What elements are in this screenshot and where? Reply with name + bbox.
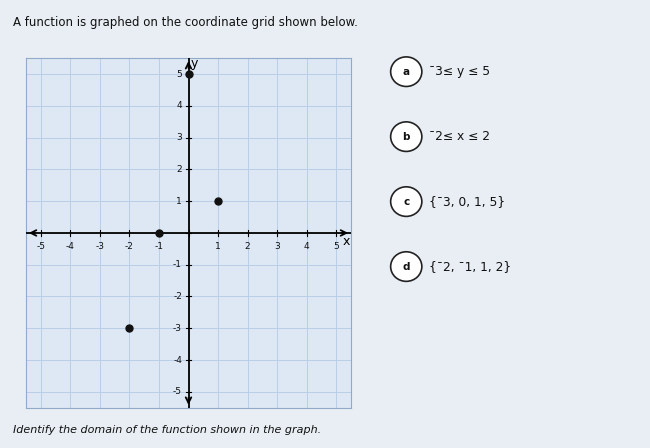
- Text: 1: 1: [215, 242, 221, 251]
- Text: 3: 3: [274, 242, 280, 251]
- Text: -5: -5: [36, 242, 46, 251]
- Ellipse shape: [391, 252, 422, 281]
- Text: -3: -3: [173, 324, 182, 333]
- Text: -4: -4: [66, 242, 75, 251]
- Text: y: y: [190, 56, 198, 69]
- Text: Identify the domain of the function shown in the graph.: Identify the domain of the function show…: [13, 425, 321, 435]
- Text: 2: 2: [176, 165, 182, 174]
- Text: 3: 3: [176, 133, 182, 142]
- Text: {¯2, ¯1, 1, 2}: {¯2, ¯1, 1, 2}: [429, 260, 511, 273]
- Text: -3: -3: [96, 242, 105, 251]
- Text: c: c: [403, 197, 410, 207]
- Text: A function is graphed on the coordinate grid shown below.: A function is graphed on the coordinate …: [13, 16, 358, 29]
- Text: -4: -4: [173, 356, 182, 365]
- Text: {¯3, 0, 1, 5}: {¯3, 0, 1, 5}: [429, 195, 505, 208]
- Text: 5: 5: [176, 69, 182, 78]
- Text: -5: -5: [173, 388, 182, 396]
- Text: 4: 4: [304, 242, 309, 251]
- Ellipse shape: [391, 187, 422, 216]
- Text: -2: -2: [173, 292, 182, 301]
- Text: -1: -1: [173, 260, 182, 269]
- Ellipse shape: [391, 57, 422, 86]
- Text: -2: -2: [125, 242, 134, 251]
- Text: -1: -1: [155, 242, 163, 251]
- Text: b: b: [402, 132, 410, 142]
- Text: x: x: [343, 235, 350, 248]
- Text: 4: 4: [176, 101, 182, 110]
- Text: ¯2≤ x ≤ 2: ¯2≤ x ≤ 2: [429, 130, 490, 143]
- Text: 1: 1: [176, 197, 182, 206]
- Text: d: d: [402, 262, 410, 271]
- Text: 5: 5: [333, 242, 339, 251]
- Ellipse shape: [391, 122, 422, 151]
- Text: 2: 2: [245, 242, 250, 251]
- Text: a: a: [403, 67, 410, 77]
- Text: ¯3≤ y ≤ 5: ¯3≤ y ≤ 5: [429, 65, 490, 78]
